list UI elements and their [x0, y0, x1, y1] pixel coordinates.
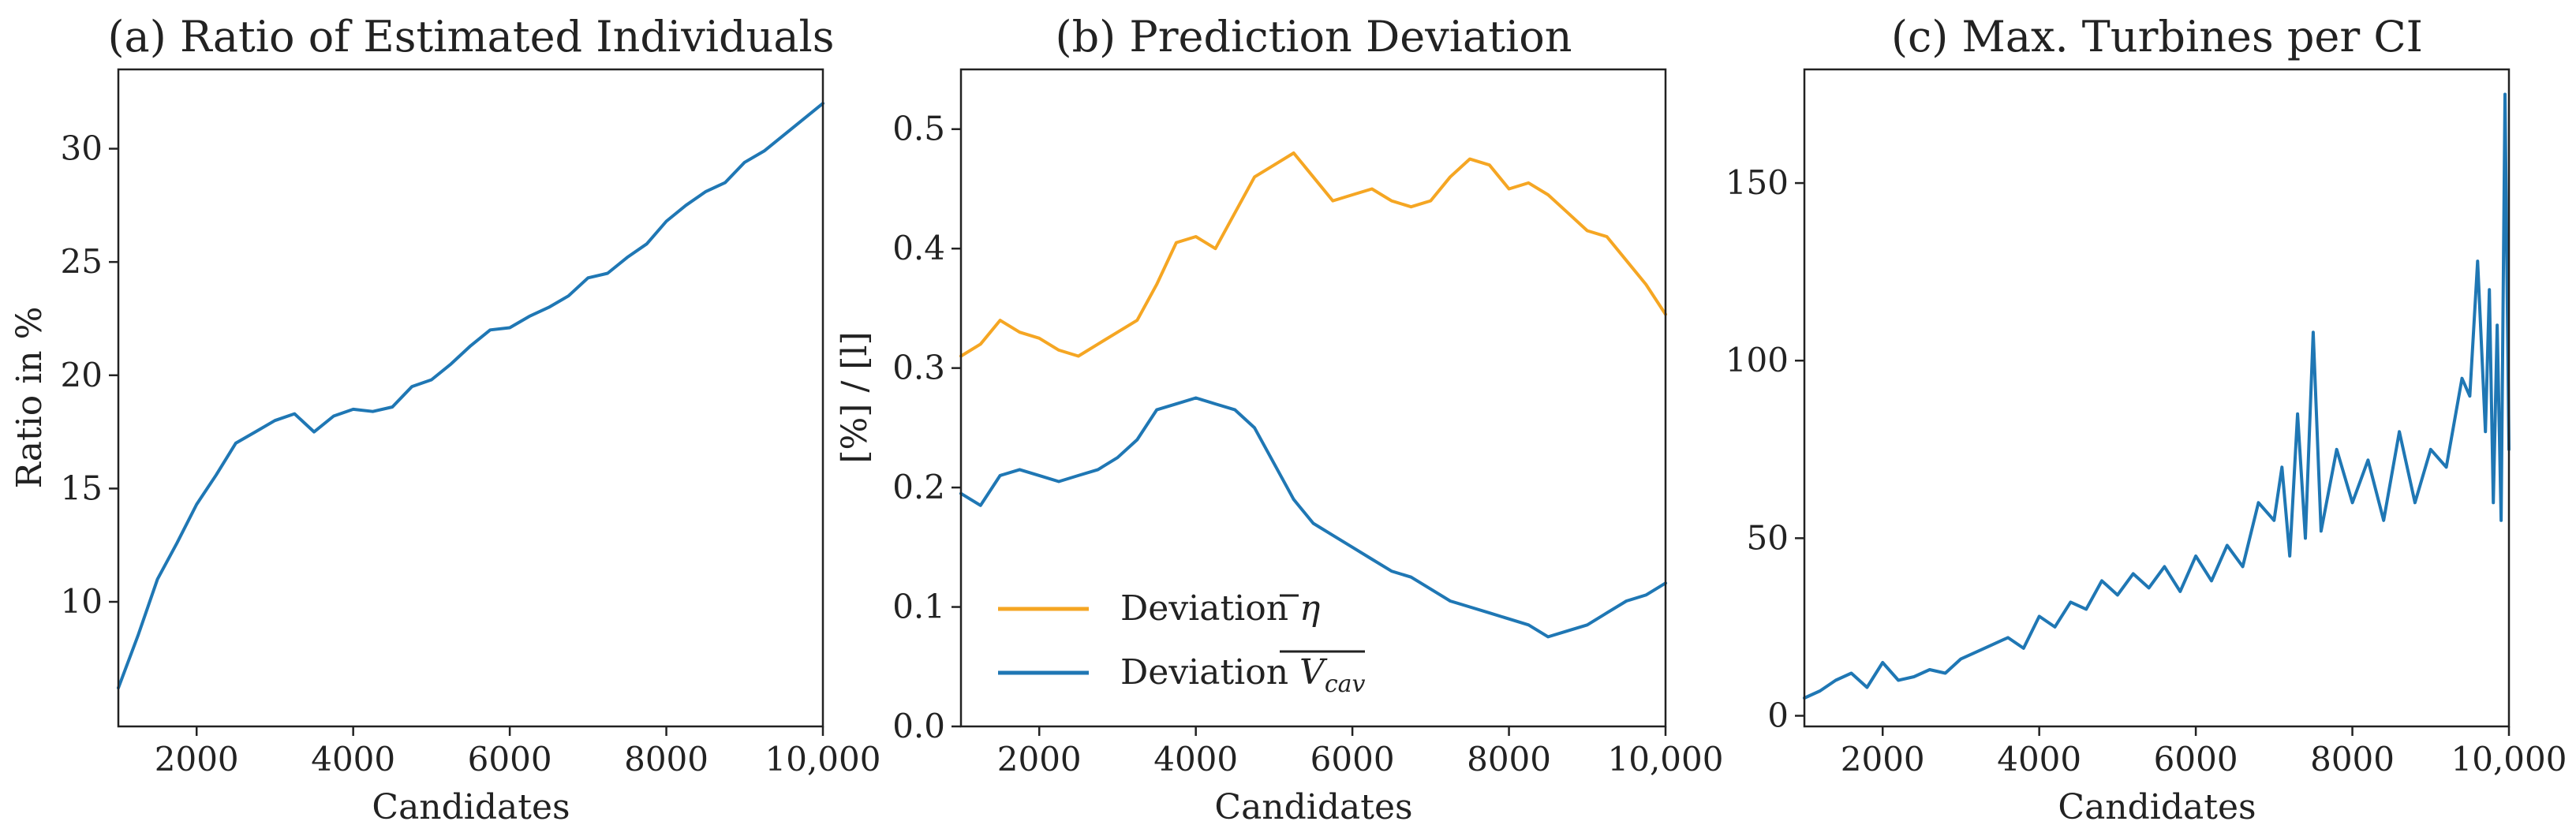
panel-b-ytick-label: 0.5: [892, 110, 945, 148]
panel-b-ytick-label: 0.0: [892, 707, 945, 745]
panel-b-ytick-label: 0.3: [892, 349, 945, 387]
panel-c-xtick-label: 2000: [1841, 740, 1925, 778]
panel-b-xtick-label: 8000: [1467, 740, 1551, 778]
panel-b-series-line-1: [959, 396, 1667, 639]
panel-a-ytick-label: 10: [61, 582, 103, 621]
panel-b-ylabel: [%] / [l]: [835, 331, 875, 463]
panel-b-xtick-label: 4000: [1153, 740, 1238, 778]
panel-a-title: (a) Ratio of Estimated Individuals: [107, 12, 834, 62]
panel-b-ytick-label: 0.1: [892, 588, 945, 626]
panel-c-ytick-label: 0: [1767, 696, 1789, 734]
panel-a-ytick-label: 20: [61, 356, 103, 394]
legend-eta-main: Deviation: [1120, 588, 1299, 629]
panel-c-xtick-label: 4000: [1997, 740, 2081, 778]
panel-a-xtick-label: 4000: [311, 740, 395, 778]
legend: Deviation η Deviation Vcav: [998, 588, 1366, 698]
panel-prediction-deviation: (b) Prediction Deviation 2000 4000 6000 800…: [835, 12, 1723, 827]
panel-c-xtick-label: 6000: [2154, 740, 2238, 778]
panel-a-xtick-label: 8000: [624, 740, 708, 778]
panel-b-title: (b) Prediction Deviation: [1056, 12, 1572, 62]
panel-a-xtick-label: 6000: [468, 740, 552, 778]
panel-c-ytick-label: 50: [1747, 518, 1789, 557]
panel-ratio-estimated-individuals: (a) Ratio of Estimated Individuals 2000 4…: [9, 12, 880, 827]
panel-b-xtick-label: 10,000: [1608, 740, 1724, 778]
panel-max-turbines: (c) Max. Turbines per CI 2000 4000 6000 800…: [1725, 12, 2567, 827]
panel-c-ticks: 2000 4000 6000 8000 10,000 0 50 100 150: [1725, 163, 2567, 778]
panel-b-ytick-label: 0.4: [892, 229, 945, 267]
panel-c-frame: [1803, 68, 2511, 728]
panel-c-xtick-label: 8000: [2310, 740, 2395, 778]
legend-vcav-main: Deviation: [1120, 652, 1299, 693]
legend-item-eta: Deviation η: [998, 588, 1320, 629]
panel-c-xlabel: Candidates: [2058, 787, 2256, 827]
panel-b-xlabel: Candidates: [1214, 787, 1412, 827]
panel-b-frame: [959, 68, 1667, 728]
panel-a-series-line-0: [117, 102, 824, 690]
panel-c-title: (c) Max. Turbines per CI: [1891, 12, 2423, 62]
panel-c-plot: [1803, 92, 2511, 700]
legend-eta-symbol: η: [1299, 588, 1320, 629]
panel-c-ytick-label: 150: [1725, 163, 1789, 202]
panel-a-plot: [117, 102, 824, 690]
panel-a-xtick-label: 2000: [155, 740, 239, 778]
panel-c-ytick-label: 100: [1725, 341, 1789, 379]
panel-a-ytick-label: 25: [61, 242, 103, 281]
panel-b-plot: [959, 151, 1667, 639]
legend-vcav-subscript: cav: [1325, 670, 1366, 698]
legend-label-eta: Deviation η: [1120, 588, 1320, 629]
legend-vcav-symbol: V: [1299, 652, 1328, 693]
panel-a-xlabel: Candidates: [372, 787, 570, 827]
panel-c-series-line-0: [1803, 92, 2511, 700]
panel-a-ticks: 2000 4000 6000 8000 10,000 10 15 20 25 30: [61, 129, 881, 778]
panel-b-ytick-label: 0.2: [892, 468, 945, 506]
legend-item-vcav: Deviation Vcav: [998, 650, 1366, 698]
panel-a-xtick-label: 10,000: [765, 740, 881, 778]
panel-a-ytick-label: 30: [61, 129, 103, 168]
panel-b-ticks: 2000 4000 6000 8000 10,000 0.0 0.1 0.2 0.3 0.4 0.5: [892, 110, 1723, 778]
panel-a-ytick-label: 15: [61, 469, 103, 507]
legend-label-vcav: Deviation Vcav: [1120, 652, 1366, 698]
panel-a-frame: [117, 68, 824, 728]
panel-b-series-line-0: [959, 151, 1667, 358]
panel-a-ylabel: Ratio in %: [9, 307, 50, 489]
panel-c-xtick-label: 10,000: [2451, 740, 2567, 778]
panel-b-xtick-label: 6000: [1310, 740, 1395, 778]
panel-b-xtick-label: 2000: [997, 740, 1082, 778]
